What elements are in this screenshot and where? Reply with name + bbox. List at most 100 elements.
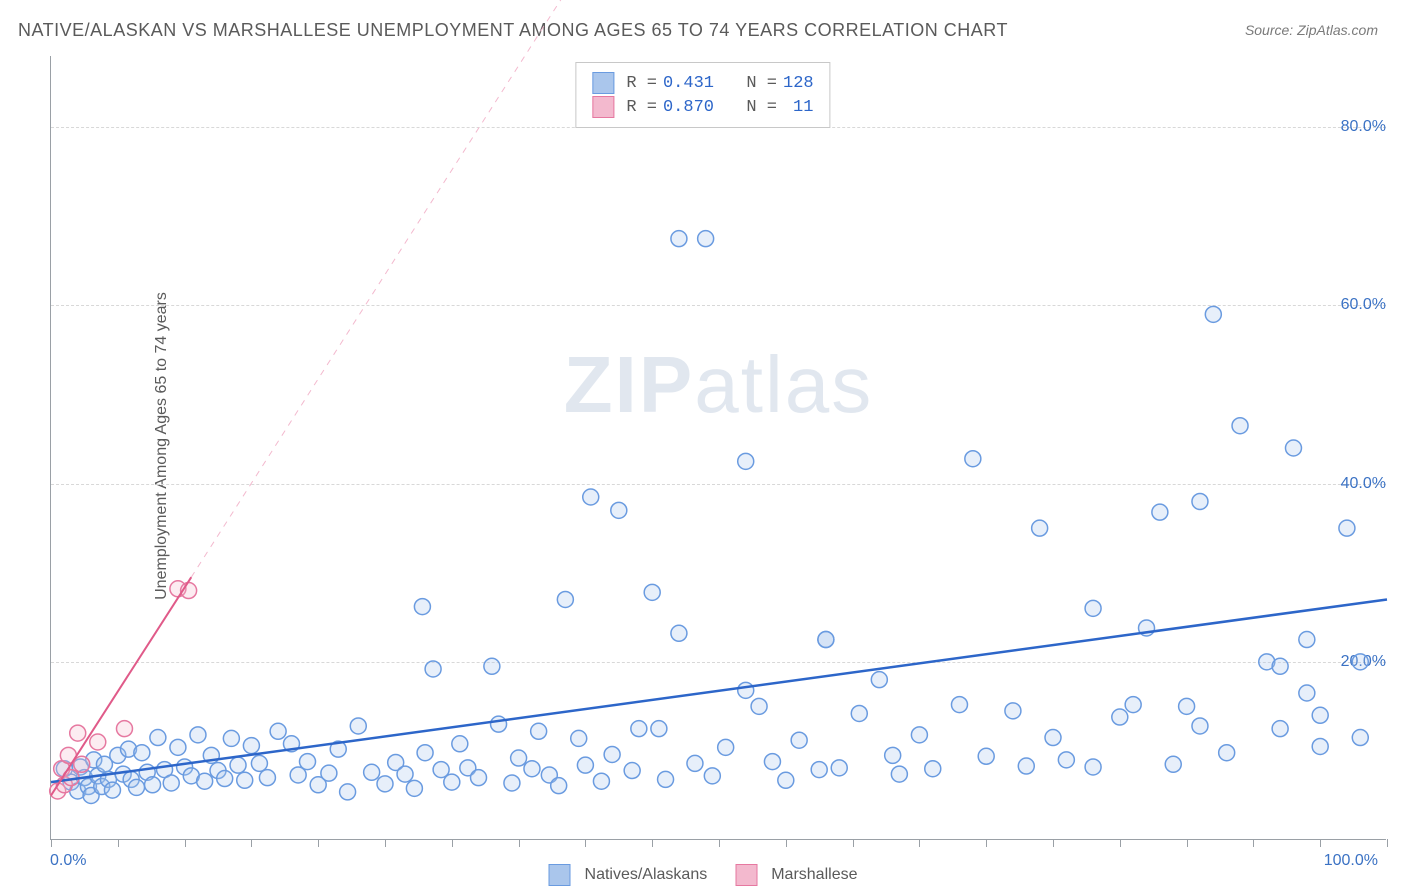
x-axis-min-label: 0.0% bbox=[50, 852, 86, 870]
x-tick bbox=[1120, 839, 1121, 847]
data-point bbox=[270, 723, 286, 739]
data-point bbox=[70, 725, 86, 741]
x-tick bbox=[1253, 839, 1254, 847]
data-point bbox=[1058, 752, 1074, 768]
data-point bbox=[425, 661, 441, 677]
data-point bbox=[1219, 745, 1235, 761]
data-point bbox=[611, 502, 627, 518]
legend-row-natives: R = 0.431 N = 128 bbox=[592, 71, 813, 95]
data-point bbox=[197, 773, 213, 789]
swatch-marshallese-bottom bbox=[735, 864, 757, 886]
data-point bbox=[577, 757, 593, 773]
data-point bbox=[444, 774, 460, 790]
r-value-natives: 0.431 bbox=[663, 74, 714, 93]
data-point bbox=[104, 782, 120, 798]
data-point bbox=[925, 761, 941, 777]
n-label: N = bbox=[746, 74, 777, 93]
data-point bbox=[1312, 738, 1328, 754]
x-tick bbox=[652, 839, 653, 847]
data-point bbox=[259, 770, 275, 786]
data-point bbox=[551, 778, 567, 794]
data-point bbox=[350, 718, 366, 734]
data-point bbox=[1205, 306, 1221, 322]
x-tick bbox=[118, 839, 119, 847]
data-point bbox=[583, 489, 599, 505]
x-tick bbox=[919, 839, 920, 847]
series-legend: Natives/Alaskans Marshallese bbox=[549, 864, 858, 886]
data-point bbox=[1165, 756, 1181, 772]
legend-item-natives: Natives/Alaskans bbox=[549, 864, 708, 886]
data-point bbox=[230, 757, 246, 773]
data-point bbox=[644, 584, 660, 600]
x-tick bbox=[1053, 839, 1054, 847]
data-point bbox=[965, 451, 981, 467]
data-point bbox=[74, 756, 90, 772]
data-point bbox=[1352, 730, 1368, 746]
n-value-natives: 128 bbox=[783, 74, 814, 93]
data-point bbox=[911, 727, 927, 743]
data-point bbox=[251, 755, 267, 771]
data-point bbox=[300, 754, 316, 770]
data-point bbox=[778, 772, 794, 788]
data-point bbox=[397, 766, 413, 782]
data-point bbox=[1192, 718, 1208, 734]
data-point bbox=[831, 760, 847, 776]
data-point bbox=[658, 771, 674, 787]
legend-item-marshallese: Marshallese bbox=[735, 864, 857, 886]
data-point bbox=[511, 750, 527, 766]
correlation-legend: R = 0.431 N = 128 R = 0.870 N = 11 bbox=[575, 62, 830, 128]
data-point bbox=[951, 697, 967, 713]
data-point bbox=[340, 784, 356, 800]
data-point bbox=[237, 772, 253, 788]
data-point bbox=[1192, 493, 1208, 509]
data-point bbox=[791, 732, 807, 748]
r-value-marshallese: 0.870 bbox=[663, 98, 714, 117]
data-point bbox=[557, 591, 573, 607]
data-point bbox=[243, 738, 259, 754]
x-tick bbox=[318, 839, 319, 847]
x-tick bbox=[385, 839, 386, 847]
data-point bbox=[170, 739, 186, 755]
data-point bbox=[145, 777, 161, 793]
data-point bbox=[1312, 707, 1328, 723]
data-point bbox=[651, 721, 667, 737]
data-point bbox=[129, 779, 145, 795]
data-point bbox=[1232, 418, 1248, 434]
data-point bbox=[718, 739, 734, 755]
data-point bbox=[1005, 703, 1021, 719]
data-point bbox=[223, 730, 239, 746]
x-tick bbox=[1187, 839, 1188, 847]
x-axis-max-label: 100.0% bbox=[1324, 852, 1378, 870]
x-tick bbox=[719, 839, 720, 847]
data-point bbox=[217, 771, 233, 787]
data-point bbox=[1339, 520, 1355, 536]
data-point bbox=[1045, 730, 1061, 746]
x-tick bbox=[452, 839, 453, 847]
data-point bbox=[452, 736, 468, 752]
data-point bbox=[504, 775, 520, 791]
data-point bbox=[417, 745, 433, 761]
data-point bbox=[1112, 709, 1128, 725]
data-point bbox=[1299, 685, 1315, 701]
x-tick bbox=[51, 839, 52, 847]
data-point bbox=[751, 698, 767, 714]
data-point bbox=[190, 727, 206, 743]
swatch-marshallese bbox=[592, 96, 614, 118]
trend-line bbox=[191, 0, 639, 577]
data-point bbox=[851, 705, 867, 721]
data-point bbox=[1352, 654, 1368, 670]
data-point bbox=[1085, 759, 1101, 775]
data-point bbox=[1299, 632, 1315, 648]
plot-svg bbox=[51, 56, 1386, 839]
data-point bbox=[1272, 721, 1288, 737]
data-point bbox=[698, 231, 714, 247]
data-point bbox=[1152, 504, 1168, 520]
r-label: R = bbox=[626, 98, 657, 117]
data-point bbox=[978, 748, 994, 764]
legend-label-natives: Natives/Alaskans bbox=[585, 866, 708, 884]
data-point bbox=[377, 776, 393, 792]
swatch-natives bbox=[592, 72, 614, 94]
data-point bbox=[871, 672, 887, 688]
legend-row-marshallese: R = 0.870 N = 11 bbox=[592, 95, 813, 119]
legend-label-marshallese: Marshallese bbox=[771, 866, 857, 884]
